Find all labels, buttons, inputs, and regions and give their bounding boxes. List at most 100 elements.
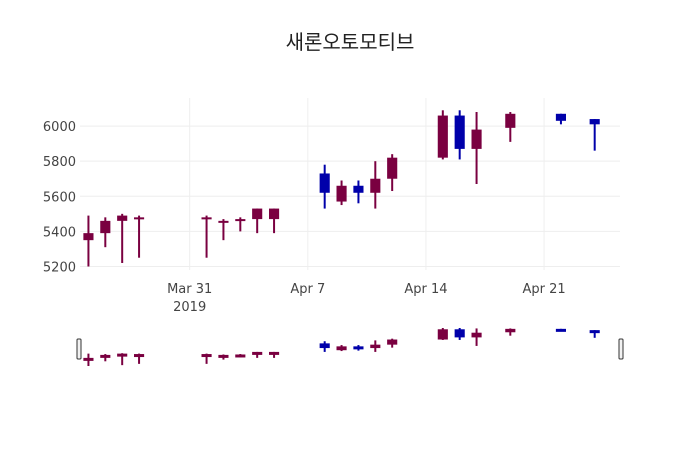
x-tick-label: Apr 14 [404, 282, 447, 297]
candle-body [353, 185, 364, 193]
candle [471, 112, 482, 184]
candle-body [505, 113, 516, 128]
mini-candle [319, 341, 330, 352]
mini-candle [117, 353, 128, 366]
mini-candle [252, 351, 263, 358]
candle-body [319, 173, 330, 193]
mini-candle [437, 328, 448, 340]
mini-candle-body [505, 328, 516, 333]
y-tick-label: 5600 [43, 190, 76, 205]
mini-candle-body [100, 354, 111, 358]
candle [269, 208, 280, 234]
candle [201, 215, 212, 258]
candle [336, 180, 347, 206]
mini-candle [555, 328, 566, 332]
mini-candle-body [387, 339, 398, 345]
x-axis-ticks: Mar 31 2019 Apr 7 Apr 14 Apr 21 [167, 282, 566, 315]
mini-candle [83, 353, 94, 366]
mini-candle-body [336, 346, 347, 351]
mini-candle [235, 354, 246, 358]
mini-candle [269, 351, 280, 358]
mini-candle [353, 345, 364, 351]
candle-body [454, 115, 465, 149]
mini-candle-body [471, 332, 482, 338]
candle-body [370, 178, 381, 193]
candle [235, 217, 246, 232]
range-slider-right-handle[interactable] [618, 338, 624, 360]
x-tick-label: Apr 21 [522, 282, 565, 297]
mini-candle [589, 330, 600, 338]
mini-candle-body [235, 354, 246, 358]
y-tick-label: 5200 [43, 260, 76, 275]
mini-candle-body [134, 354, 145, 358]
mini-candle-body [437, 329, 448, 340]
candle [387, 154, 398, 192]
candle-body [218, 220, 229, 223]
candle-body [83, 233, 94, 241]
mini-candle [201, 353, 212, 364]
candle-body [235, 219, 246, 222]
candle [589, 119, 600, 151]
mini-candle [370, 340, 381, 352]
candles [83, 110, 600, 267]
mini-candle [454, 328, 465, 340]
candle [454, 110, 465, 160]
mini-candle [134, 353, 145, 364]
range-slider-candles [83, 328, 600, 366]
y-tick-label: 5800 [43, 155, 76, 170]
chart-title: 새론오토모티브 [286, 30, 415, 54]
candle [100, 217, 111, 248]
mini-candle-body [117, 353, 128, 357]
mini-candle-body [252, 351, 263, 355]
candle-body [117, 215, 128, 221]
mini-candle [471, 328, 482, 346]
y-tick-label: 5400 [43, 225, 76, 240]
candle [134, 215, 145, 258]
x-tick-label: Apr 7 [290, 282, 325, 297]
mini-candle-body [370, 344, 381, 349]
mini-candle-body [454, 329, 465, 338]
mini-candle-body [269, 351, 280, 355]
mini-candle [387, 338, 398, 348]
mini-candle-body [555, 328, 566, 332]
candle [252, 208, 263, 234]
candle [218, 219, 229, 241]
candle [437, 110, 448, 160]
candle-body [201, 217, 212, 220]
candle-body [555, 113, 566, 121]
candle-body [100, 220, 111, 234]
range-slider[interactable] [76, 328, 624, 366]
candle [505, 112, 516, 142]
mini-candle-body [201, 354, 212, 358]
candle [319, 164, 330, 209]
candle-body [387, 157, 398, 179]
candle-body [589, 119, 600, 125]
candle [353, 180, 364, 204]
mini-candle-body [218, 354, 229, 358]
mini-candle-body [589, 330, 600, 334]
mini-candle [218, 354, 229, 360]
candle-body [336, 185, 347, 202]
mini-candle-body [83, 357, 94, 361]
mini-candle [336, 345, 347, 352]
mini-candle-body [319, 343, 330, 349]
candle-body [252, 208, 263, 220]
y-tick-label: 6000 [43, 120, 76, 135]
candle-body [437, 115, 448, 158]
candle-body [471, 129, 482, 149]
candle [370, 161, 381, 209]
candle-body [134, 217, 145, 220]
candle [555, 113, 566, 125]
mini-candle [100, 354, 111, 362]
y-axis-ticks: 5200 5400 5600 5800 6000 [43, 120, 76, 275]
x-tick-year-label: 2019 [173, 300, 206, 315]
mini-candle [505, 328, 516, 336]
candle [83, 215, 94, 267]
x-tick-label: Mar 31 [167, 282, 212, 297]
range-slider-left-handle[interactable] [76, 338, 82, 360]
candle-body [269, 208, 280, 220]
gridlines [80, 98, 620, 270]
candle [117, 213, 128, 263]
mini-candle-body [353, 346, 364, 350]
